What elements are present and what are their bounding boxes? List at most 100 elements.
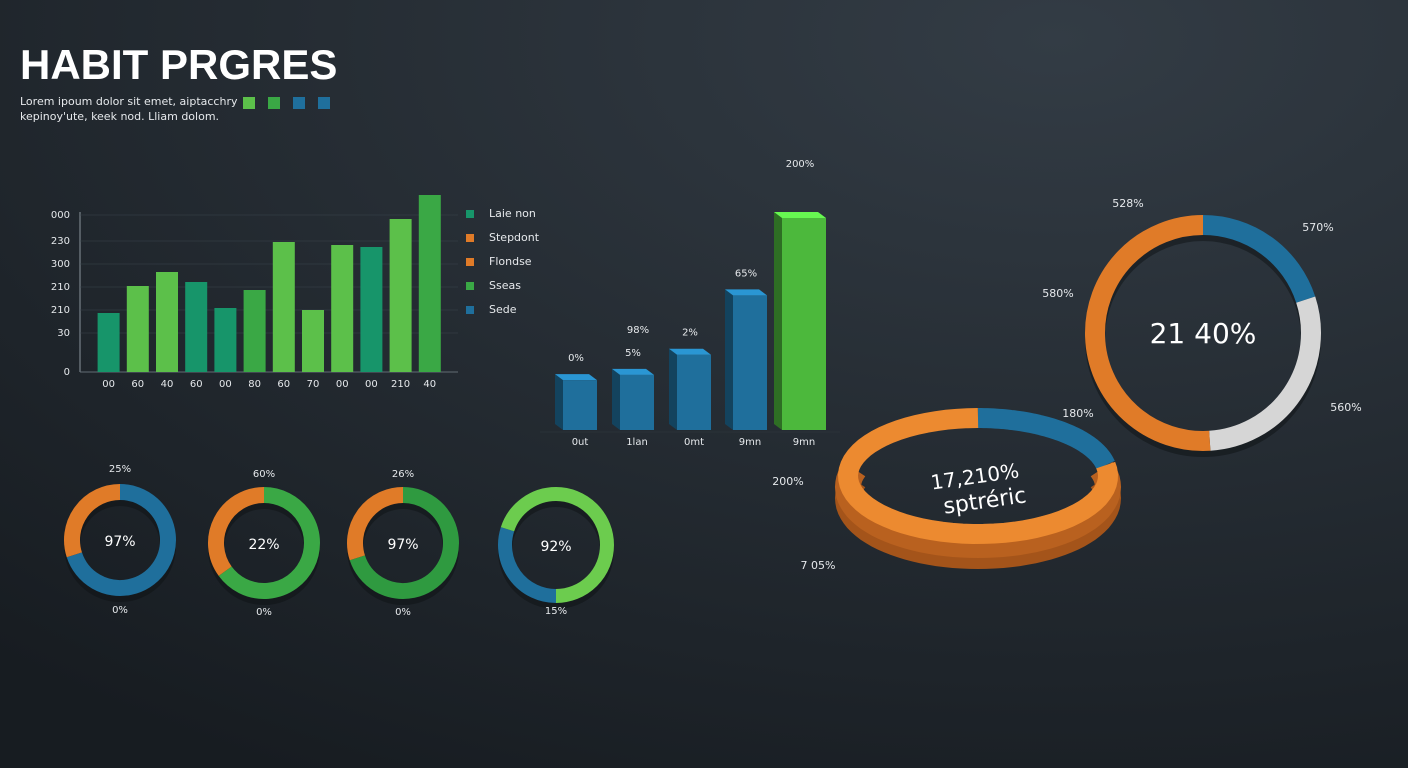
swatch	[293, 97, 305, 109]
y-tick-label: 210	[51, 305, 70, 316]
donut-segment	[1085, 215, 1211, 451]
bar-front	[677, 354, 711, 430]
bar-side	[555, 374, 563, 430]
bar-top	[555, 374, 597, 381]
x-tick-label: 00	[102, 379, 115, 390]
x-tick-label: 00	[365, 379, 378, 390]
legend-label: Sede	[489, 303, 517, 316]
donut-bottom-label: 0%	[112, 605, 128, 616]
bar	[725, 289, 767, 430]
subtitle: Lorem ipoum dolor sit emet, aiptacchry	[20, 95, 238, 108]
x-tick-label: 60	[190, 379, 203, 390]
bar-label: 0%	[568, 353, 584, 364]
donut-top-label: 60%	[253, 469, 275, 480]
legend-swatch	[466, 282, 474, 290]
bar	[389, 219, 412, 372]
swatch	[243, 97, 255, 109]
bar-side	[669, 348, 677, 430]
bar	[669, 348, 711, 430]
x-tick-label: 40	[423, 379, 436, 390]
x-tick-label: 210	[391, 379, 410, 390]
bar-front	[782, 218, 826, 430]
x-tick-label: 9mn	[793, 437, 815, 448]
bar-top	[725, 289, 767, 296]
bar	[214, 308, 237, 372]
annotation: 98%	[627, 325, 649, 336]
legend-label: Stepdont	[489, 231, 540, 244]
donut-segment	[1202, 215, 1316, 303]
bar	[156, 272, 178, 372]
bar	[126, 286, 149, 372]
bar-top	[669, 348, 711, 355]
donut-segment	[208, 487, 265, 576]
legend-swatch	[466, 306, 474, 314]
bar	[272, 242, 295, 372]
donut-segment	[218, 487, 320, 599]
x-tick-label: 0ut	[572, 437, 589, 448]
legend-swatch	[466, 210, 474, 218]
legend-swatch	[466, 258, 474, 266]
bar	[774, 212, 826, 430]
donut-label: 570%	[1302, 221, 1333, 234]
bar-front	[733, 295, 767, 430]
bar-side	[774, 212, 782, 430]
donut-segment	[555, 487, 614, 603]
x-tick-label: 40	[161, 379, 174, 390]
donut-bottom-label: 0%	[395, 607, 411, 618]
bar	[331, 245, 354, 372]
donut-segment	[500, 487, 557, 532]
bar-label: 200%	[786, 159, 815, 170]
bar-top	[774, 212, 826, 218]
bar-label: 65%	[735, 268, 757, 279]
x-tick-label: 9mn	[739, 437, 761, 448]
bar	[612, 368, 654, 430]
bar	[97, 313, 120, 372]
bar	[555, 374, 597, 430]
legend-label: Sseas	[489, 279, 521, 292]
bar-side	[725, 289, 733, 430]
x-tick-label: 00	[219, 379, 232, 390]
donut-segment	[1208, 296, 1321, 451]
legend-label: Flondse	[489, 255, 532, 268]
ring-label: 180%	[1062, 407, 1093, 420]
bar-side	[612, 368, 620, 430]
donut-bottom-label: 15%	[545, 606, 567, 617]
bar	[302, 310, 324, 372]
donut-segment	[64, 484, 121, 558]
x-tick-label: 60	[131, 379, 144, 390]
ring-segment	[978, 408, 1115, 470]
bar	[418, 195, 441, 372]
x-tick-label: 80	[248, 379, 261, 390]
x-tick-label: 60	[277, 379, 290, 390]
ring-label: 200%	[772, 475, 803, 488]
donut-top-label: 26%	[392, 469, 414, 480]
y-tick-label: 30	[57, 328, 70, 339]
bar-front	[563, 380, 597, 430]
donut-segment	[66, 484, 176, 596]
x-tick-label: 00	[336, 379, 349, 390]
bar-top	[612, 368, 654, 375]
center-label: 97%	[104, 534, 135, 550]
subtitle: kepinoy'ute, keek nod. Lliam dolom.	[20, 110, 219, 123]
bar-label: 2%	[682, 328, 698, 339]
donut-segment	[349, 487, 459, 599]
y-tick-label: 210	[51, 282, 70, 293]
x-tick-label: 70	[307, 379, 320, 390]
center-label: 22%	[248, 537, 279, 553]
donut-segment	[347, 487, 404, 561]
legend-label: Laie non	[489, 207, 536, 220]
x-tick-label: 0mt	[684, 437, 704, 448]
donut-label: 528%	[1112, 197, 1143, 210]
y-tick-label: 0	[64, 367, 70, 378]
swatch	[318, 97, 330, 109]
legend-swatch	[466, 234, 474, 242]
center-label: 92%	[540, 539, 571, 555]
swatch	[268, 97, 280, 109]
x-tick-label: 1lan	[626, 437, 648, 448]
bar	[185, 282, 208, 372]
title: HABIT PRGRES	[20, 41, 337, 88]
center-label: 21 40%	[1150, 317, 1257, 350]
y-tick-label: 300	[51, 259, 70, 270]
bar-label: 5%	[625, 348, 641, 359]
bar	[360, 247, 383, 372]
